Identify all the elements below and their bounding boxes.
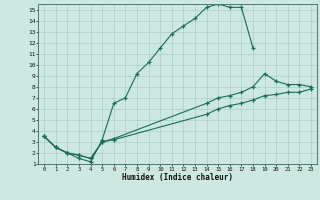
X-axis label: Humidex (Indice chaleur): Humidex (Indice chaleur) bbox=[122, 173, 233, 182]
